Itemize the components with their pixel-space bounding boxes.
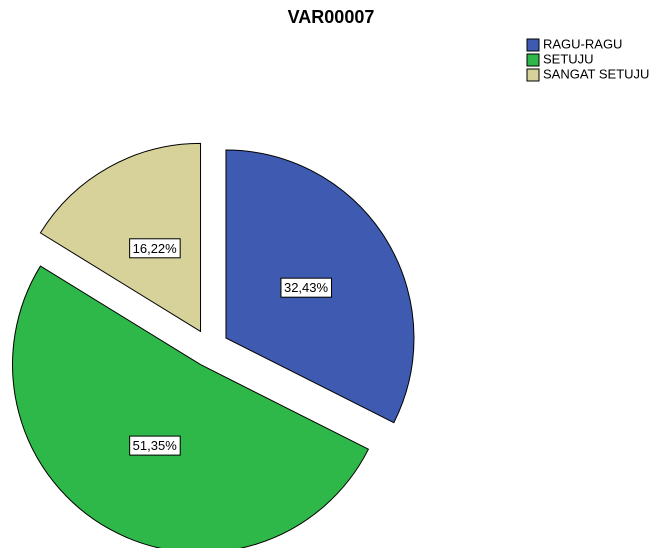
legend-swatch bbox=[526, 53, 540, 67]
legend-swatch bbox=[526, 38, 540, 52]
legend-label: SETUJU bbox=[543, 51, 594, 66]
legend-swatch bbox=[526, 68, 540, 82]
value-label-box bbox=[129, 238, 181, 259]
pie-slice bbox=[39, 142, 202, 333]
value-label: 32,43% bbox=[284, 280, 329, 295]
value-label-box bbox=[129, 435, 181, 456]
pie-slice bbox=[12, 265, 370, 548]
chart-title: VAR00007 bbox=[288, 7, 375, 27]
legend-label: SANGAT SETUJU bbox=[543, 66, 649, 81]
value-label: 51,35% bbox=[133, 438, 178, 453]
value-label-box bbox=[280, 277, 333, 298]
legend-label: RAGU-RAGU bbox=[543, 36, 622, 51]
value-label: 16,22% bbox=[133, 241, 178, 256]
